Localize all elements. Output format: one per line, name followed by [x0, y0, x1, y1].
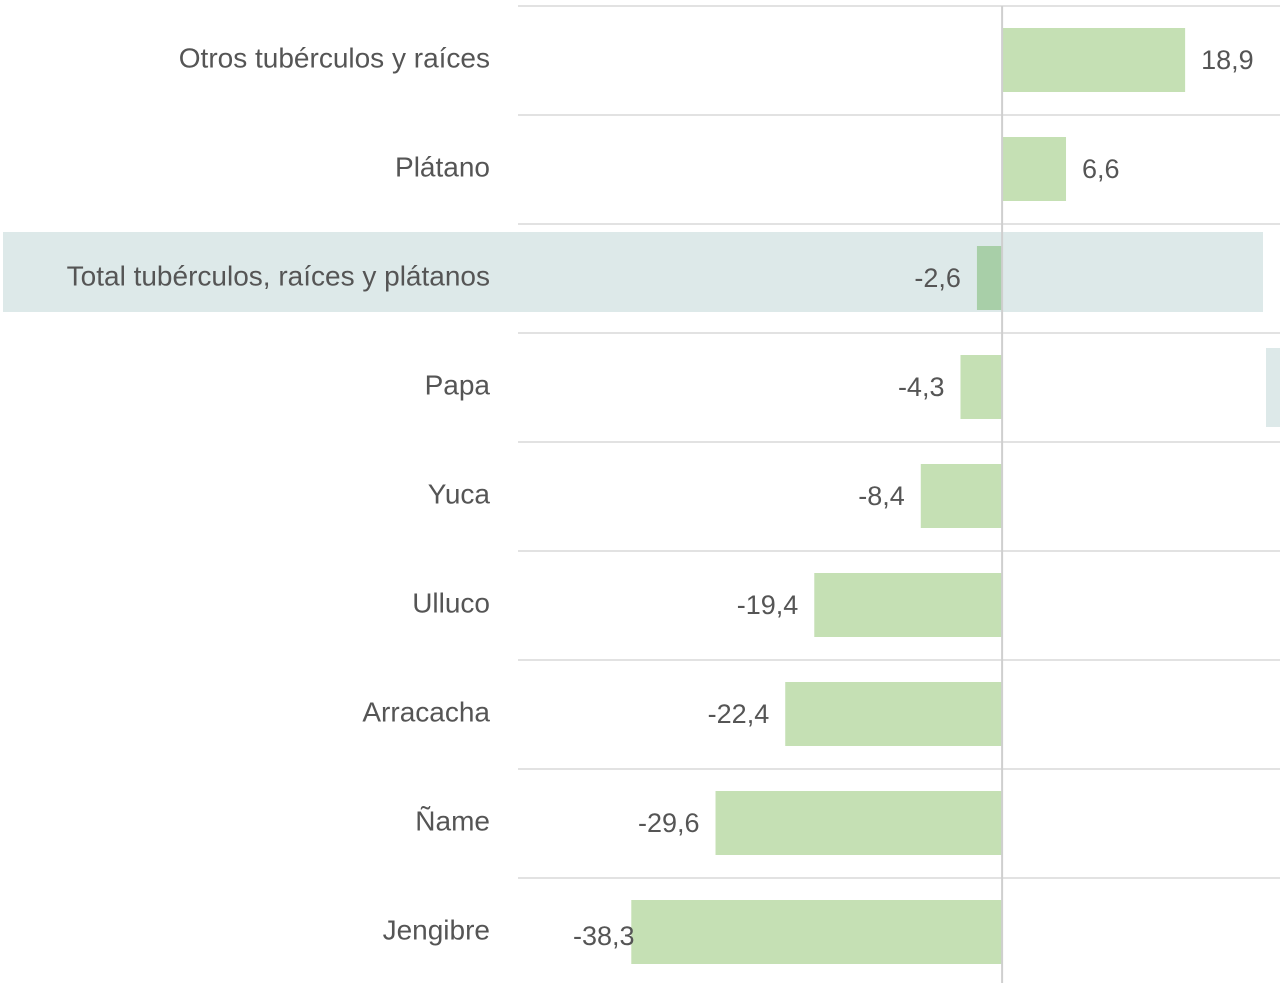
value-label: 6,6	[1082, 154, 1120, 184]
bar	[814, 573, 1003, 637]
category-label: Otros tubérculos y raíces	[179, 42, 490, 73]
category-label: Arracacha	[362, 696, 490, 727]
bar	[631, 900, 1003, 964]
category-label: Papa	[425, 369, 491, 400]
value-label: -29,6	[638, 808, 700, 838]
value-label: -4,3	[898, 372, 945, 402]
value-label: -38,3	[573, 921, 635, 951]
bar	[920, 464, 1003, 528]
row-highlight	[3, 232, 1263, 312]
value-label: 18,9	[1201, 45, 1254, 75]
value-label: -2,6	[914, 263, 961, 293]
category-label: Ulluco	[412, 587, 490, 618]
bar	[976, 246, 1003, 310]
bar	[715, 791, 1003, 855]
category-label: Total tubérculos, raíces y plátanos	[67, 260, 490, 291]
bar	[960, 355, 1003, 419]
value-label: -8,4	[858, 481, 905, 511]
bar	[1002, 137, 1067, 201]
value-label: -19,4	[737, 590, 799, 620]
category-label: Jengibre	[383, 914, 490, 945]
category-label: Ñame	[415, 805, 490, 836]
category-label: Yuca	[428, 478, 491, 509]
tooltip-fragment	[1266, 348, 1280, 427]
category-label: Plátano	[395, 151, 490, 182]
value-label: -22,4	[708, 699, 770, 729]
bar	[1002, 28, 1186, 92]
bar	[785, 682, 1003, 746]
